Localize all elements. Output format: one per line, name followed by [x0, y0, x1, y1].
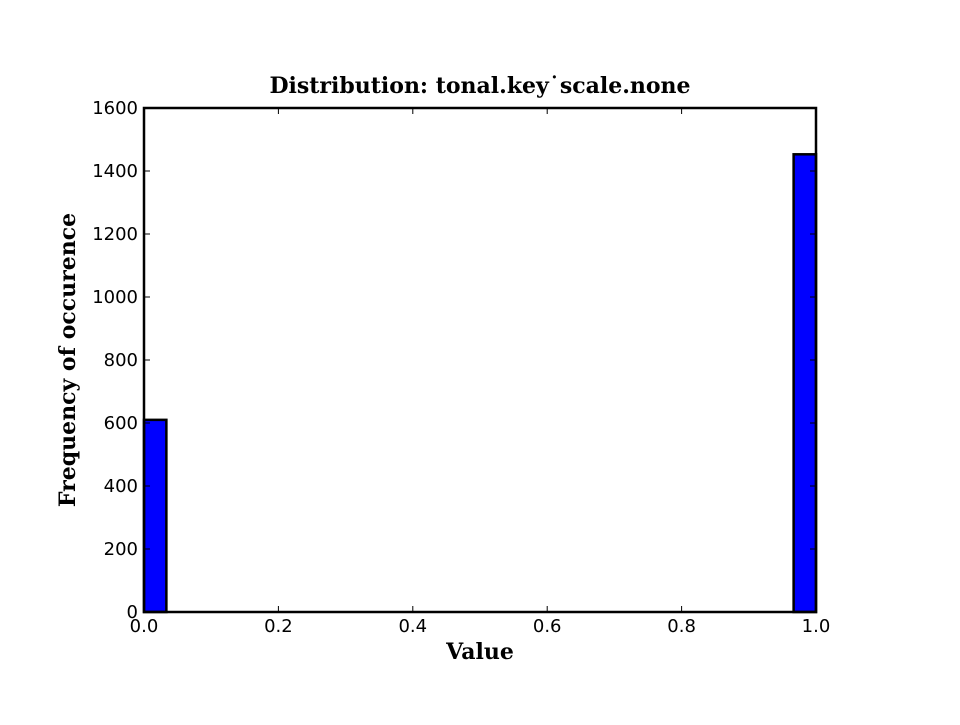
y-tick-label: 400: [104, 476, 138, 497]
ticks-group: 0.0 0.2 0.4 0.6 0.8 1.0 0 200 400 600 800 1000 1200 1…: [92, 98, 830, 637]
y-tick-label: 1400: [92, 161, 138, 182]
x-tick-label: 0.2: [264, 616, 293, 637]
bars-group: [142, 153, 818, 614]
x-tick-label: 0.6: [533, 616, 562, 637]
chart-title: Distribution: tonal.key˙scale.none: [269, 73, 690, 99]
y-axis-label: Frequency of occurence: [55, 213, 81, 507]
y-tick-label: 1200: [92, 224, 138, 245]
x-tick-label: 1.0: [802, 616, 831, 637]
y-tick-label: 1000: [92, 287, 138, 308]
plot-area: [144, 108, 816, 612]
y-tick-label: 0: [127, 602, 138, 623]
plot-frame: [142, 106, 818, 614]
y-tick-label: 200: [104, 539, 138, 560]
y-tick-label: 800: [104, 350, 138, 371]
histogram-bar-0: [142, 418, 168, 614]
y-tick-label: 1600: [92, 98, 138, 119]
histogram-bar-1: [792, 153, 818, 614]
x-axis-label: Value: [445, 639, 514, 665]
x-tick-label: 0.8: [667, 616, 696, 637]
y-tick-label: 600: [104, 413, 138, 434]
x-tick-label: 0.0: [130, 616, 159, 637]
x-tick-label: 0.4: [398, 616, 427, 637]
